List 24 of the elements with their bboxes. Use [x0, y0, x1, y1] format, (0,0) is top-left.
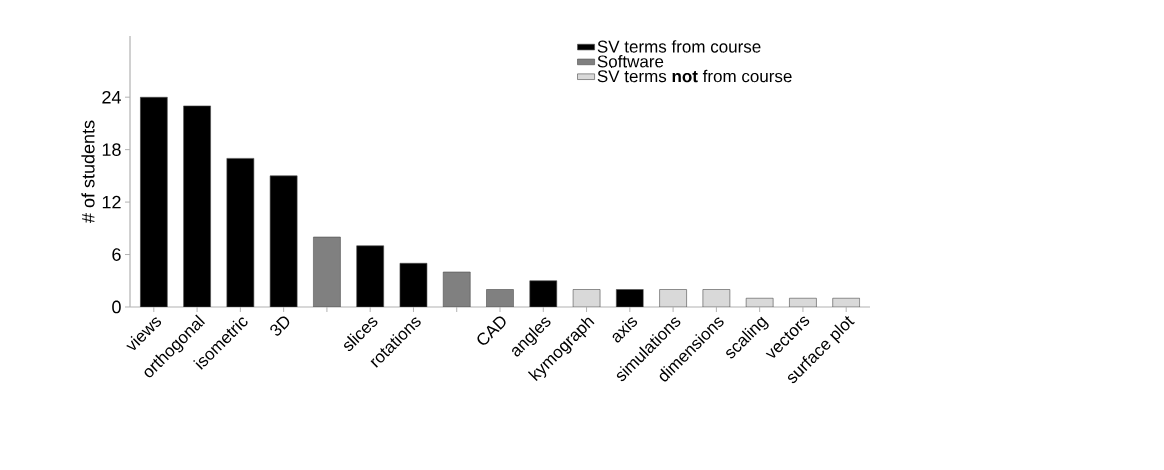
- bar: [226, 158, 255, 307]
- bar: [313, 236, 341, 307]
- y-tick-label: 24: [102, 90, 121, 104]
- bar: [183, 105, 211, 307]
- bar: [572, 289, 601, 307]
- y-tick-label: 0: [112, 300, 121, 314]
- x-tick-label: 3D: [270, 316, 290, 336]
- bar: [702, 289, 731, 307]
- bar: [659, 289, 687, 307]
- y-tick-label: 12: [102, 195, 121, 209]
- y-tick-label: 18: [102, 143, 121, 156]
- bar: [529, 280, 558, 307]
- y-tick-label: 6: [112, 248, 121, 261]
- bar: [789, 297, 817, 307]
- bar: [269, 175, 298, 307]
- y-axis-title: # of students: [81, 120, 95, 223]
- bar: [356, 245, 384, 307]
- bar: [745, 297, 774, 307]
- bar: [140, 96, 168, 307]
- bar: [832, 297, 860, 307]
- legend-label: SV terms not from course: [597, 69, 792, 83]
- legend-label: SV terms from course: [597, 40, 761, 53]
- bar: [442, 271, 471, 307]
- legend-label: Software: [597, 55, 664, 68]
